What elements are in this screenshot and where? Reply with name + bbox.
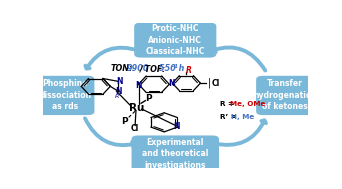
- Text: Me, OMe: Me, OMe: [231, 101, 266, 107]
- Text: Ru: Ru: [129, 102, 144, 112]
- Text: P: P: [121, 117, 128, 126]
- Text: Experimental
and theoretical
investigations: Experimental and theoretical investigati…: [142, 138, 209, 170]
- Text: N: N: [168, 79, 175, 88]
- Text: −1: −1: [171, 64, 179, 69]
- Text: R =: R =: [220, 101, 237, 107]
- Text: N: N: [135, 81, 142, 90]
- Text: R: R: [186, 66, 192, 75]
- Text: N: N: [117, 77, 123, 86]
- Text: 550 h: 550 h: [159, 64, 184, 73]
- Text: R’ =: R’ =: [220, 114, 240, 120]
- Text: Transfer
hydrogenation
of ketones: Transfer hydrogenation of ketones: [253, 80, 317, 111]
- Text: Cl: Cl: [212, 79, 220, 88]
- FancyBboxPatch shape: [256, 76, 314, 115]
- Text: Protic-NHC
Anionic-NHC
Classical-NHC: Protic-NHC Anionic-NHC Classical-NHC: [146, 24, 205, 56]
- FancyBboxPatch shape: [36, 76, 94, 115]
- Text: P: P: [145, 94, 152, 103]
- Text: / TOF:: / TOF:: [140, 64, 166, 73]
- Text: 9900: 9900: [127, 64, 149, 73]
- FancyBboxPatch shape: [132, 136, 219, 172]
- Text: Cl: Cl: [131, 124, 139, 133]
- FancyBboxPatch shape: [134, 23, 216, 58]
- Text: N: N: [115, 87, 121, 96]
- Text: |: |: [207, 78, 211, 88]
- Text: H, Me: H, Me: [232, 114, 255, 120]
- Text: R': R': [114, 94, 120, 99]
- Text: Phosphine
dissociation
as rds: Phosphine dissociation as rds: [39, 80, 91, 111]
- Text: TON:: TON:: [110, 64, 133, 73]
- Text: N: N: [173, 122, 180, 131]
